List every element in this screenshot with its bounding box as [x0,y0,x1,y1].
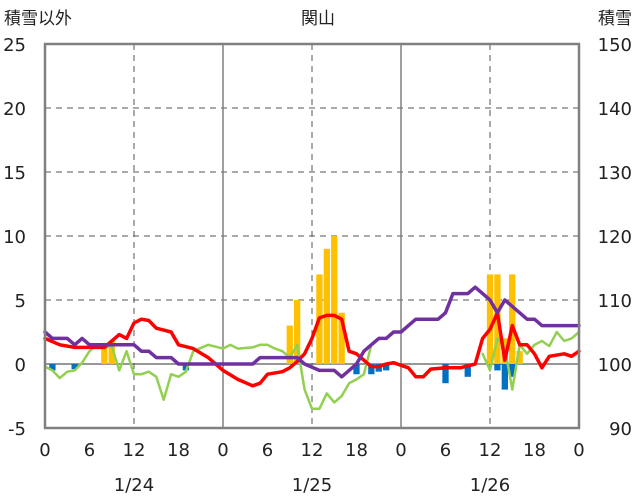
left-tick-label: 25 [3,35,26,56]
snowfall-bar [509,274,516,364]
snowfall-bar [338,312,345,364]
negative_bar-bar [494,364,501,371]
negative_bar-bar [49,364,56,371]
snowfall-bar [286,325,293,364]
chart-title: 関山 [301,9,335,29]
x-tick-label: 6 [84,440,95,461]
right-tick-label: 90 [609,419,632,440]
right-axis-label: 積雪 [598,9,632,29]
right-tick-label: 110 [598,291,632,312]
right-tick-label: 120 [598,227,632,248]
date-label: 1/26 [470,475,510,496]
left-tick-label: 10 [3,227,26,248]
snowfall-bar [294,300,301,364]
x-tick-label: 12 [301,440,324,461]
lines [43,285,581,411]
snowfall-bar [486,274,494,364]
x-tick-labels: 0 6 12 18 0 6 12 18 0 6 12 18 0 [39,440,584,461]
x-tick-label: 0 [573,440,584,461]
snowfall-bar [101,344,108,364]
left-axis-label: 積雪以外 [4,9,72,29]
x-tick-label: 6 [440,440,451,461]
right-tick-label: 140 [598,99,632,120]
right-tick-label: 130 [598,163,632,184]
x-tick-label: 12 [123,440,146,461]
negative_bar-bar [442,364,449,384]
left-tick-label: 0 [15,355,26,376]
snow_depth-line [43,285,581,379]
left-tick-label: 5 [15,291,26,312]
x-tick-label: 18 [167,440,190,461]
negative_bar-bar [501,364,508,390]
left-tick-label: -5 [8,419,26,440]
x-tick-label: 0 [217,440,228,461]
negative_bar-bar [353,364,360,375]
snowfall-bar [108,340,115,364]
right-tick-label: 150 [598,35,632,56]
snowfall-bar [323,248,330,364]
temperature-line [43,311,581,388]
x-tick-label: 12 [479,440,502,461]
negative_bar-bar [464,364,471,377]
negative_bar-bar [383,364,390,371]
x-tick-label: 0 [39,440,50,461]
snowfall-bar [516,351,523,364]
negative_bar-bar [182,364,190,371]
snowfall-bar [331,236,338,364]
x-tick-label: 18 [345,440,368,461]
x-tick-label: 0 [395,440,406,461]
date-labels: 1/24 1/25 1/26 [114,475,510,496]
date-label: 1/24 [114,475,154,496]
right-tick-label: 100 [598,355,632,376]
right-tick-labels: 90 100 110 120 130 140 150 [598,35,632,440]
x-tick-label: 6 [262,440,273,461]
negative_bar-bar [71,364,78,370]
left-tick-label: 20 [3,99,26,120]
plot-frame [43,42,581,430]
x-tick-label: 18 [523,440,546,461]
negative_bar-bar [509,364,516,377]
left-tick-labels: -5 0 5 10 15 20 25 [3,35,26,440]
left-tick-label: 15 [3,163,26,184]
date-label: 1/25 [292,475,332,496]
negative_bar-bar [368,364,375,375]
